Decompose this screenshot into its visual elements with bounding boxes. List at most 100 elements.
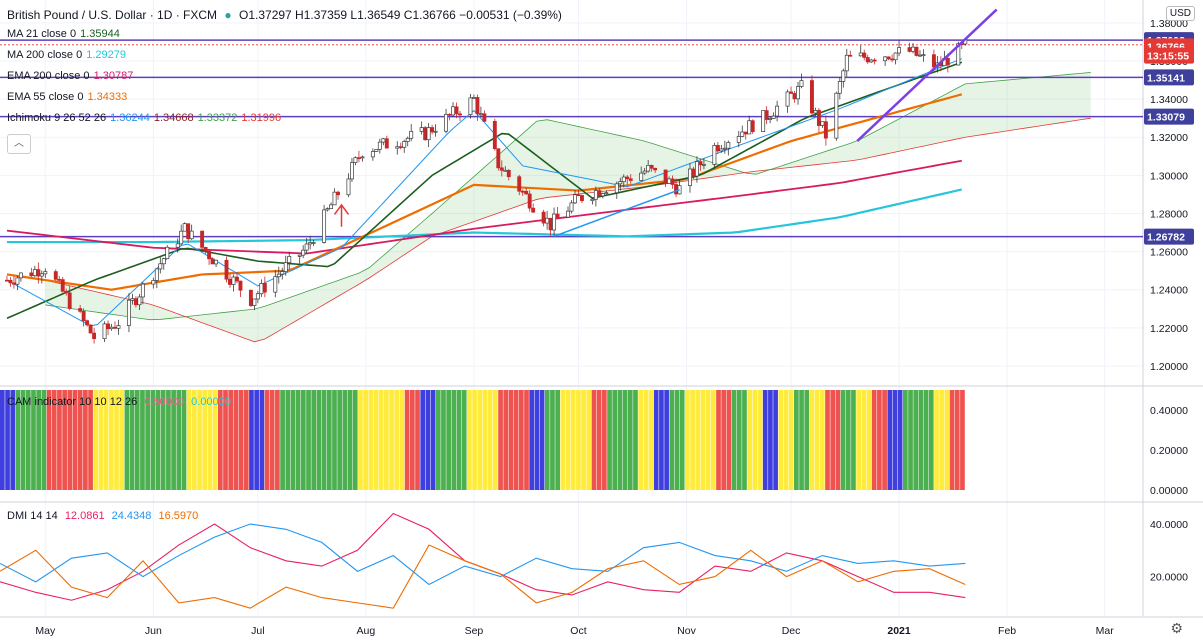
candle-body	[862, 52, 867, 58]
cam-bar	[285, 390, 291, 490]
cam-bar	[866, 390, 872, 490]
cam-bar	[814, 390, 820, 490]
cam-bar	[871, 390, 877, 490]
candle-body	[667, 178, 672, 184]
cam-bar	[887, 390, 893, 490]
cam-bar	[430, 390, 436, 490]
cam-bar	[451, 390, 457, 490]
cam-bar	[778, 390, 784, 490]
candle-body	[444, 113, 448, 132]
cam-bar	[477, 390, 483, 490]
candle-body	[92, 332, 97, 340]
candle-body	[844, 54, 849, 72]
currency-button[interactable]: USD	[1165, 6, 1195, 21]
candle-body	[907, 47, 912, 52]
candle-body	[695, 161, 699, 177]
cam-bar	[954, 390, 960, 490]
candle-body	[531, 207, 536, 213]
cam-bar	[332, 390, 337, 490]
candle-body	[768, 118, 773, 120]
indicator-legend-row[interactable]: MA 21 close 0 1.35944	[7, 28, 124, 40]
dmi-lines	[0, 512, 966, 609]
time-tick: Jul	[251, 625, 264, 637]
candle-body	[402, 141, 407, 148]
cam-bar	[923, 390, 929, 490]
cam-bar	[51, 390, 57, 490]
candle-body	[646, 165, 651, 172]
candle-body	[653, 167, 658, 171]
indicator-legend-row[interactable]: EMA 55 close 0 1.34333	[7, 91, 131, 103]
collapse-legend-button[interactable]: ︿	[7, 134, 31, 154]
settings-gear-icon[interactable]: ⚙	[1170, 620, 1183, 636]
candle-body	[409, 130, 414, 139]
cam-bar	[0, 390, 5, 490]
cam-bar	[384, 390, 389, 490]
cam-bar	[617, 390, 623, 490]
cam-bar	[591, 390, 597, 490]
cam-bar	[648, 390, 654, 490]
candle-body	[712, 145, 717, 165]
cam-bar	[840, 390, 846, 490]
cam-bar	[939, 390, 945, 490]
indicator-legend-row[interactable]: Ichimoku 9 26 52 26 1.36244 1.34668 1.33372…	[7, 112, 285, 124]
cam-bar	[851, 390, 856, 490]
candle-body	[726, 142, 731, 149]
candle-body	[231, 276, 236, 285]
cam-bars	[0, 390, 965, 490]
candle-body	[593, 190, 598, 200]
cam-bar	[202, 390, 208, 490]
cam-bar	[223, 390, 228, 490]
indicator-legend-row[interactable]: MA 200 close 0 1.29279	[7, 49, 130, 61]
candle-body	[182, 223, 187, 232]
cam-bar	[607, 390, 612, 490]
candle-body	[158, 263, 163, 270]
cam-bar	[160, 390, 166, 490]
price-tag-label: 1.35141	[1147, 72, 1185, 84]
cam-bar	[238, 390, 244, 490]
cam-bar	[77, 390, 83, 490]
indicator-name: Ichimoku 9 26 52 26	[7, 112, 107, 124]
candle-body	[151, 280, 156, 285]
symbol-title[interactable]: British Pound / U.S. Dollar · 1D · FXCM	[7, 8, 218, 22]
candle-body	[109, 326, 114, 330]
candle-body	[618, 181, 623, 185]
candle-body	[137, 296, 142, 306]
price-tag-label: 1.26782	[1147, 232, 1185, 244]
cam-bar	[555, 390, 560, 490]
cam-bar	[518, 390, 524, 490]
cam-bar	[155, 390, 161, 490]
cam-bar	[762, 390, 768, 490]
candle-body	[311, 242, 316, 244]
cam-bar	[420, 390, 426, 490]
price-tick: 1.32000	[1150, 132, 1188, 144]
candle-body	[715, 145, 720, 152]
cam-bar	[695, 390, 701, 490]
candle-body	[336, 191, 340, 196]
price-tick: 1.34000	[1150, 94, 1188, 106]
cam-bar	[233, 390, 239, 490]
candle-body	[566, 210, 570, 218]
candle-body	[433, 130, 438, 133]
cam-bar	[897, 390, 903, 490]
cam-bar	[254, 390, 259, 490]
ichimoku-cloud	[45, 72, 1091, 343]
trendline-group[interactable]	[333, 8, 998, 238]
candle-body	[541, 211, 546, 224]
price-tag-bg	[1144, 108, 1194, 125]
indicator-legend-row[interactable]: EMA 200 close 0 1.30787	[7, 70, 137, 82]
candle-body	[395, 146, 400, 149]
candle-body	[799, 80, 804, 87]
price-tick: 1.30000	[1150, 170, 1188, 182]
candle-body	[360, 156, 365, 159]
cam-bar	[181, 390, 187, 490]
cam-bar	[337, 390, 343, 490]
cam-bar	[243, 390, 249, 490]
cam-bar	[773, 390, 778, 490]
cam-bar	[321, 390, 327, 490]
candle-body	[639, 172, 644, 181]
time-tick: Dec	[782, 625, 801, 637]
indicator-value: 1.35944	[80, 28, 120, 40]
cam-bar	[368, 390, 374, 490]
candle-body	[625, 176, 630, 180]
